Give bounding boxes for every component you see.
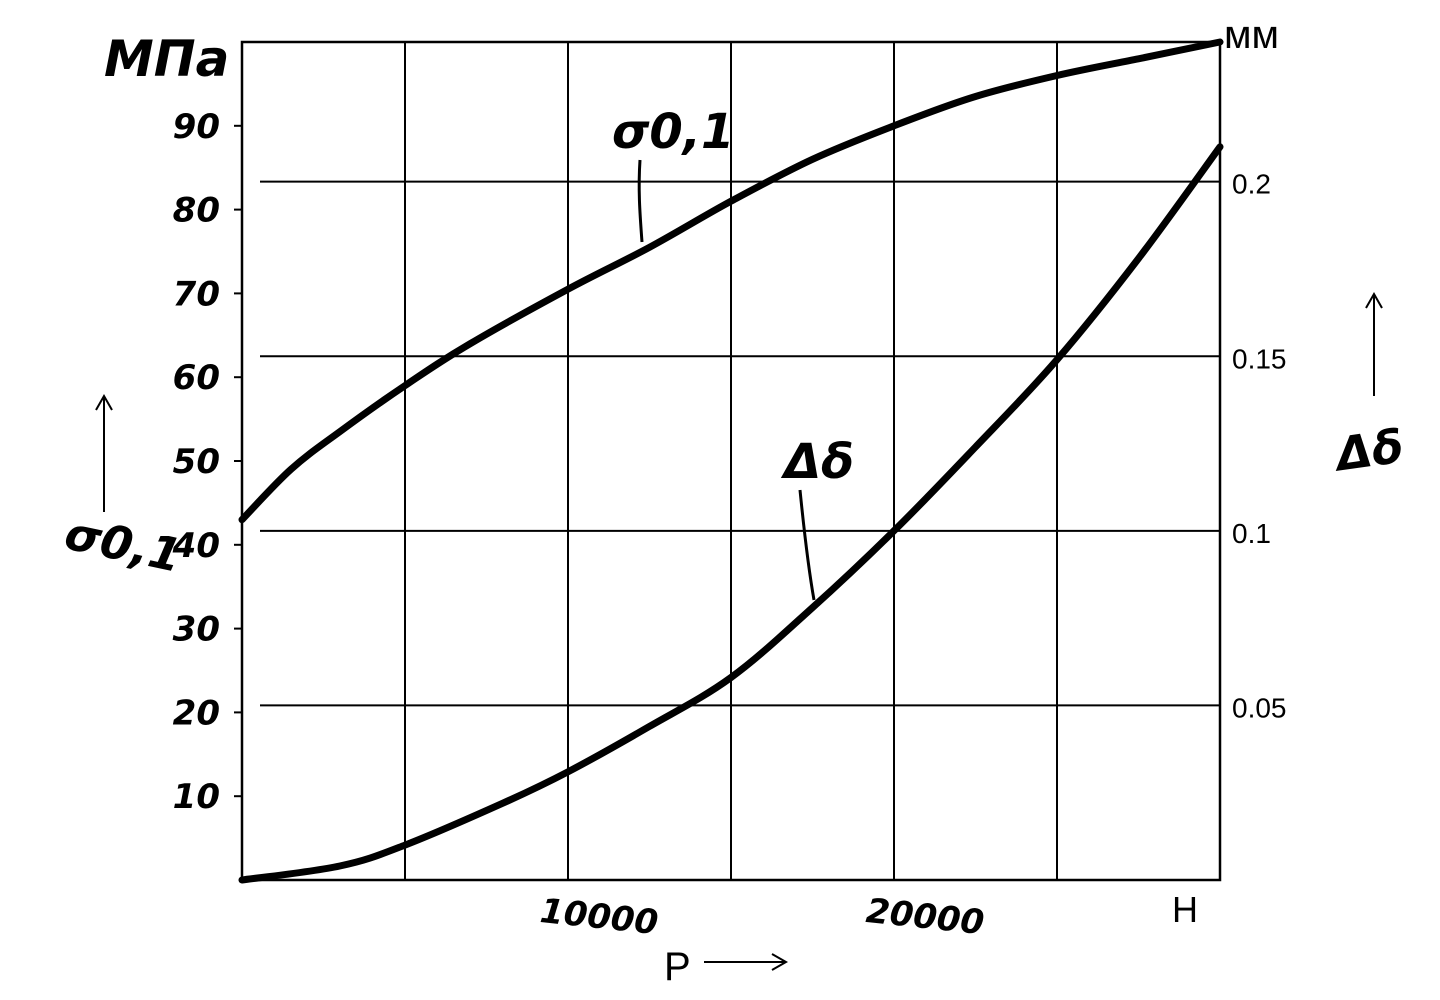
y-left-axis-label: σ0,1	[60, 506, 186, 583]
x-tick-label: 10000	[538, 891, 660, 943]
y-left-tick-label: 90	[173, 107, 220, 147]
y-right-axis-arrowhead	[1365, 291, 1383, 309]
grid	[234, 42, 1220, 880]
y-left-tick-label: 10	[173, 777, 220, 817]
series-layer	[238, 38, 1224, 884]
y-right-tick-label: 0.05	[1232, 692, 1287, 723]
x-axis-arrowhead	[771, 953, 789, 971]
y-left-tick-label: 30	[173, 610, 220, 650]
x-axis-label: P	[664, 945, 691, 989]
y-left-unit: МПа	[104, 30, 229, 88]
y-left-tick-label: 20	[173, 693, 220, 733]
annotation-sigma: σ0,1	[612, 104, 734, 160]
annotation-delta-leader	[798, 489, 816, 601]
y-left-tick-label: 80	[173, 191, 220, 231]
y-left-tick-label: 40	[172, 526, 220, 566]
y-right-tick-label: 0.1	[1232, 518, 1271, 549]
annotation-sigma-leader	[637, 159, 644, 243]
y-left-tick-label: 70	[173, 274, 220, 314]
labels-layer: 10 20 30 40 50 60 70 80 90 0.05 0.1 0.15 0.2 10000 200…	[60, 13, 1406, 989]
y-right-tick-label: 0.2	[1232, 169, 1271, 200]
series-line-1	[238, 143, 1224, 884]
y-right-unit: мм	[1224, 13, 1279, 57]
y-left-tick-label: 60	[173, 358, 220, 398]
y-left-tick-label: 50	[173, 442, 220, 482]
annotation-delta: Δδ	[780, 434, 854, 490]
y-right-axis-label: Δδ	[1329, 419, 1407, 482]
y-left-axis-arrowhead	[95, 393, 113, 411]
x-tick-label: 20000	[864, 891, 986, 943]
x-unit: Н	[1172, 889, 1198, 930]
y-right-tick-label: 0.15	[1232, 343, 1287, 374]
series-line-0	[238, 38, 1224, 524]
